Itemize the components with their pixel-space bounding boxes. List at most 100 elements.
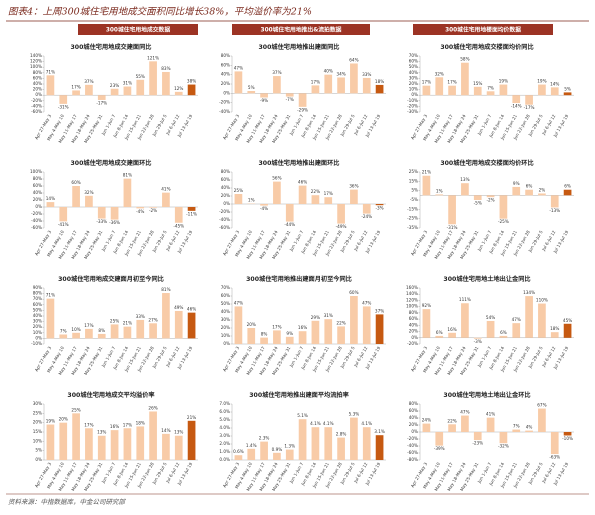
data-label: 47%: [512, 317, 521, 322]
data-label: 21%: [422, 170, 431, 175]
y-tick-label: 40%: [33, 313, 42, 318]
y-tick-label: 40%: [409, 322, 418, 327]
bar: [111, 324, 119, 338]
bar: [260, 338, 268, 344]
y-tick-label: 60%: [409, 316, 418, 321]
data-label: 47%: [362, 300, 371, 305]
bar: [175, 311, 183, 338]
bar: [551, 195, 559, 207]
y-tick-label: 5%: [35, 448, 42, 453]
bar: [111, 430, 119, 460]
y-tick-label: 2.0%: [219, 441, 230, 446]
chart: 300城住宅用地成交建面月初至今同比-10%0%10%20%30%40%50%6…: [31, 275, 198, 376]
bar: [564, 432, 572, 436]
data-label: 111%: [459, 297, 471, 302]
y-tick-label: 100%: [406, 304, 418, 309]
data-label: 20%: [247, 322, 256, 327]
data-label: 37%: [84, 79, 93, 84]
bar: [551, 332, 559, 338]
y-tick-label: 120%: [406, 297, 418, 302]
bar: [350, 190, 358, 204]
bar: [188, 313, 196, 339]
y-tick-label: 20%: [409, 422, 418, 427]
bar: [286, 450, 294, 460]
bar: [149, 411, 157, 460]
bar: [423, 309, 431, 338]
y-tick-label: -20%: [31, 211, 42, 216]
bar: [461, 183, 469, 195]
y-tick-label: 20%: [221, 193, 230, 198]
bar: [59, 423, 67, 460]
data-label: 4.1%: [323, 421, 334, 426]
bar: [85, 428, 93, 460]
y-tick-label: 30%: [33, 319, 42, 324]
y-tick-label: -20%: [219, 209, 230, 214]
data-label: 32%: [435, 71, 444, 76]
bar: [47, 299, 55, 339]
y-tick-label: 1.0%: [219, 449, 230, 454]
data-label: 18%: [375, 79, 384, 84]
data-label: 15%: [473, 81, 482, 86]
chart: 300城住宅用地推出建面月初至今同比0%10%20%30%40%50%60%70…: [221, 275, 386, 376]
y-tick-label: 20%: [33, 324, 42, 329]
y-tick-label: -25%: [407, 216, 418, 221]
data-label: 64%: [349, 57, 358, 62]
bar: [363, 204, 371, 214]
bar: [175, 207, 183, 223]
bar: [47, 425, 55, 460]
bar: [85, 196, 93, 207]
data-label: 46%: [298, 180, 307, 185]
y-tick-label: 40%: [221, 309, 230, 314]
y-tick-label: -35%: [407, 225, 418, 230]
data-label: 47%: [234, 65, 243, 70]
data-label: 26%: [148, 405, 157, 410]
data-label: -32%: [498, 444, 509, 449]
bar: [72, 413, 80, 460]
data-label: 13%: [174, 430, 183, 435]
bar: [448, 333, 456, 338]
data-label: -23%: [472, 441, 483, 446]
y-tick-label: 70%: [409, 53, 418, 58]
data-label: 23%: [110, 83, 119, 88]
bar: [124, 87, 132, 96]
data-label: -17%: [96, 100, 107, 105]
chart-title: 300城住宅用地土地出让金环比: [443, 391, 530, 399]
data-label: 54%: [486, 315, 495, 320]
bar: [423, 424, 431, 432]
y-tick-label: 80%: [221, 169, 230, 174]
data-label: 21%: [123, 321, 132, 326]
data-label: 41%: [486, 412, 495, 417]
page-title: 图表4：上周300城住宅用地成交面积同比增长38%，平均溢价率为21%: [8, 6, 312, 18]
data-label: 16%: [110, 424, 119, 429]
data-label: 81%: [123, 173, 132, 178]
bar: [500, 336, 508, 338]
chart: 300城住宅用地成交建面环比-60%-40%-20%0%20%40%60%80%…: [30, 159, 198, 260]
y-tick-label: 80%: [33, 70, 42, 75]
data-label: 33%: [362, 72, 371, 77]
data-label: -4%: [260, 206, 268, 211]
y-tick-label: 70%: [33, 296, 42, 301]
bar: [564, 324, 572, 338]
bar: [376, 435, 384, 460]
chart-title: 300城住宅用地推出建面平均流拍率: [249, 391, 349, 399]
data-label: -29%: [297, 107, 308, 112]
bar: [551, 432, 559, 454]
data-label: 29%: [311, 315, 320, 320]
chart: 300城住宅用地成交建面同比-60%-40%-20%0%20%40%60%80%…: [30, 43, 198, 144]
bar: [299, 331, 307, 344]
bar: [500, 85, 508, 96]
y-tick-label: 20%: [33, 87, 42, 92]
bar: [273, 76, 281, 93]
bar: [286, 204, 294, 222]
y-tick-label: 100%: [30, 64, 42, 69]
bar: [337, 438, 345, 460]
data-label: -13%: [549, 208, 560, 213]
tabs: 300城住宅用地成交数据 300城住宅用地推出&流拍数据 300城住宅用地楼面均…: [78, 24, 553, 35]
data-label: 58%: [460, 57, 469, 62]
bar: [538, 304, 546, 338]
bar: [59, 334, 67, 338]
chart-title: 300城住宅用地推出建面环比: [259, 159, 340, 167]
chart-title: 300城住宅用地土地出让金同比: [443, 275, 530, 283]
data-label: -45%: [173, 223, 184, 228]
